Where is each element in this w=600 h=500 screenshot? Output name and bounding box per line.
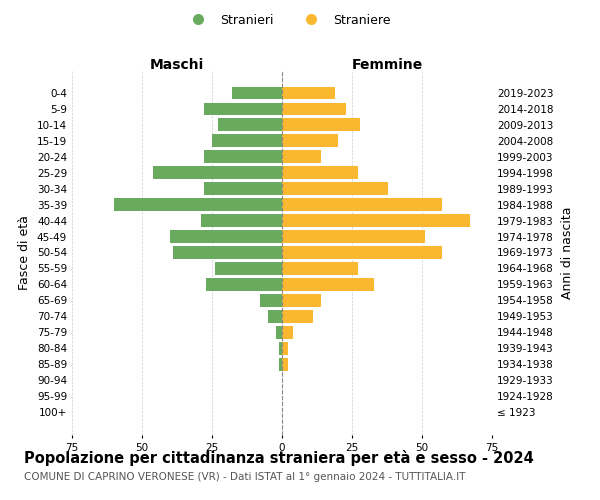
Bar: [268, 310, 282, 322]
Bar: [218, 118, 282, 132]
Bar: [282, 294, 321, 306]
Bar: [173, 246, 282, 259]
Bar: [282, 198, 442, 211]
Bar: [203, 102, 282, 116]
Bar: [282, 342, 287, 354]
Text: Popolazione per cittadinanza straniera per età e sesso - 2024: Popolazione per cittadinanza straniera p…: [24, 450, 534, 466]
Bar: [260, 294, 282, 306]
Bar: [282, 102, 346, 116]
Legend: Stranieri, Straniere: Stranieri, Straniere: [180, 8, 396, 32]
Bar: [282, 214, 470, 227]
Bar: [114, 198, 282, 211]
Bar: [212, 134, 282, 147]
Bar: [282, 278, 374, 291]
Y-axis label: Anni di nascita: Anni di nascita: [560, 206, 574, 298]
Bar: [279, 342, 282, 354]
Bar: [277, 326, 282, 338]
Bar: [282, 358, 287, 370]
Bar: [282, 86, 335, 100]
Bar: [215, 262, 282, 275]
Bar: [282, 262, 358, 275]
Bar: [282, 134, 338, 147]
Bar: [282, 166, 358, 179]
Bar: [282, 118, 361, 132]
Text: Maschi: Maschi: [150, 58, 204, 72]
Bar: [282, 182, 388, 195]
Y-axis label: Fasce di età: Fasce di età: [19, 215, 31, 290]
Bar: [282, 246, 442, 259]
Bar: [201, 214, 282, 227]
Bar: [170, 230, 282, 243]
Bar: [203, 182, 282, 195]
Bar: [153, 166, 282, 179]
Bar: [282, 150, 321, 163]
Text: Femmine: Femmine: [352, 58, 422, 72]
Text: COMUNE DI CAPRINO VERONESE (VR) - Dati ISTAT al 1° gennaio 2024 - TUTTITALIA.IT: COMUNE DI CAPRINO VERONESE (VR) - Dati I…: [24, 472, 466, 482]
Bar: [282, 326, 293, 338]
Bar: [206, 278, 282, 291]
Bar: [279, 358, 282, 370]
Bar: [282, 230, 425, 243]
Bar: [282, 310, 313, 322]
Bar: [232, 86, 282, 100]
Bar: [203, 150, 282, 163]
